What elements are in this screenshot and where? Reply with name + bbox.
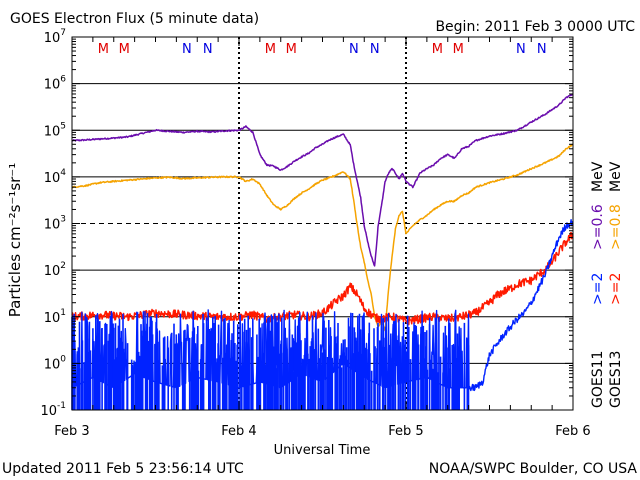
y-tick-label: 105 [44, 121, 66, 139]
series-line-goes13_2 [71, 231, 574, 326]
legend-unit: MeV [590, 161, 606, 192]
marker-m: M [286, 42, 297, 57]
y-tick-label: 100 [44, 354, 67, 372]
updated-timestamp: Updated 2011 Feb 5 23:56:14 UTC [2, 461, 244, 477]
marker-n: N [370, 42, 380, 57]
y-tick-label: 106 [44, 75, 67, 93]
legend-goes13: GOES13 [608, 351, 624, 408]
marker-m: M [432, 42, 443, 57]
series-line-goes13_06 [71, 93, 574, 267]
y-axis: 10-1 100 101 102 103 104 105 106 107 [40, 28, 573, 419]
chart-title: GOES Electron Flux (5 minute data) [10, 11, 259, 27]
x-tick-label: Feb 4 [221, 424, 256, 439]
marker-n: N [537, 42, 547, 57]
y-tick-label: 103 [44, 215, 66, 233]
legend-goes11: GOES11 [590, 351, 606, 408]
marker-n: N [516, 42, 526, 57]
y-tick-label: 101 [44, 308, 66, 326]
begin-date: Begin: 2011 Feb 3 0000 UTC [435, 19, 635, 35]
series-line-goes13_08 [71, 143, 574, 332]
x-tick-label: Feb 5 [388, 424, 423, 439]
y-tick-label: 102 [44, 261, 66, 279]
y-tick-label: 10-1 [40, 401, 66, 419]
legend-goes11-e2: >=2 [590, 273, 606, 305]
legend: GOES11 GOES13 >=2 >=2 >=0.6 >=0.8 MeV Me… [590, 161, 624, 408]
x-tick-label: Feb 6 [555, 424, 590, 439]
legend-goes13-e06: >=0.6 [590, 204, 606, 250]
legend-unit: MeV [608, 161, 624, 192]
marker-m: M [98, 42, 109, 57]
x-axis-label: Universal Time [274, 443, 371, 458]
marker-m: M [119, 42, 130, 57]
credit: NOAA/SWPC Boulder, CO USA [429, 461, 638, 477]
marker-n: N [182, 42, 192, 57]
x-tick-label: Feb 3 [54, 424, 89, 439]
marker-m: M [265, 42, 276, 57]
x-axis: Feb 3 Feb 4 Feb 5 Feb 6 [54, 37, 591, 439]
y-axis-label: Particles cm⁻²s⁻¹sr⁻¹ [6, 163, 24, 317]
marker-n: N [349, 42, 359, 57]
marker-n: N [203, 42, 213, 57]
legend-goes13-e2: >=2 [608, 273, 624, 305]
y-tick-label: 104 [44, 168, 67, 186]
marker-m: M [453, 42, 464, 57]
legend-goes13-e08: >=0.8 [608, 204, 624, 250]
y-tick-label: 107 [44, 28, 66, 46]
series-group [71, 93, 574, 410]
